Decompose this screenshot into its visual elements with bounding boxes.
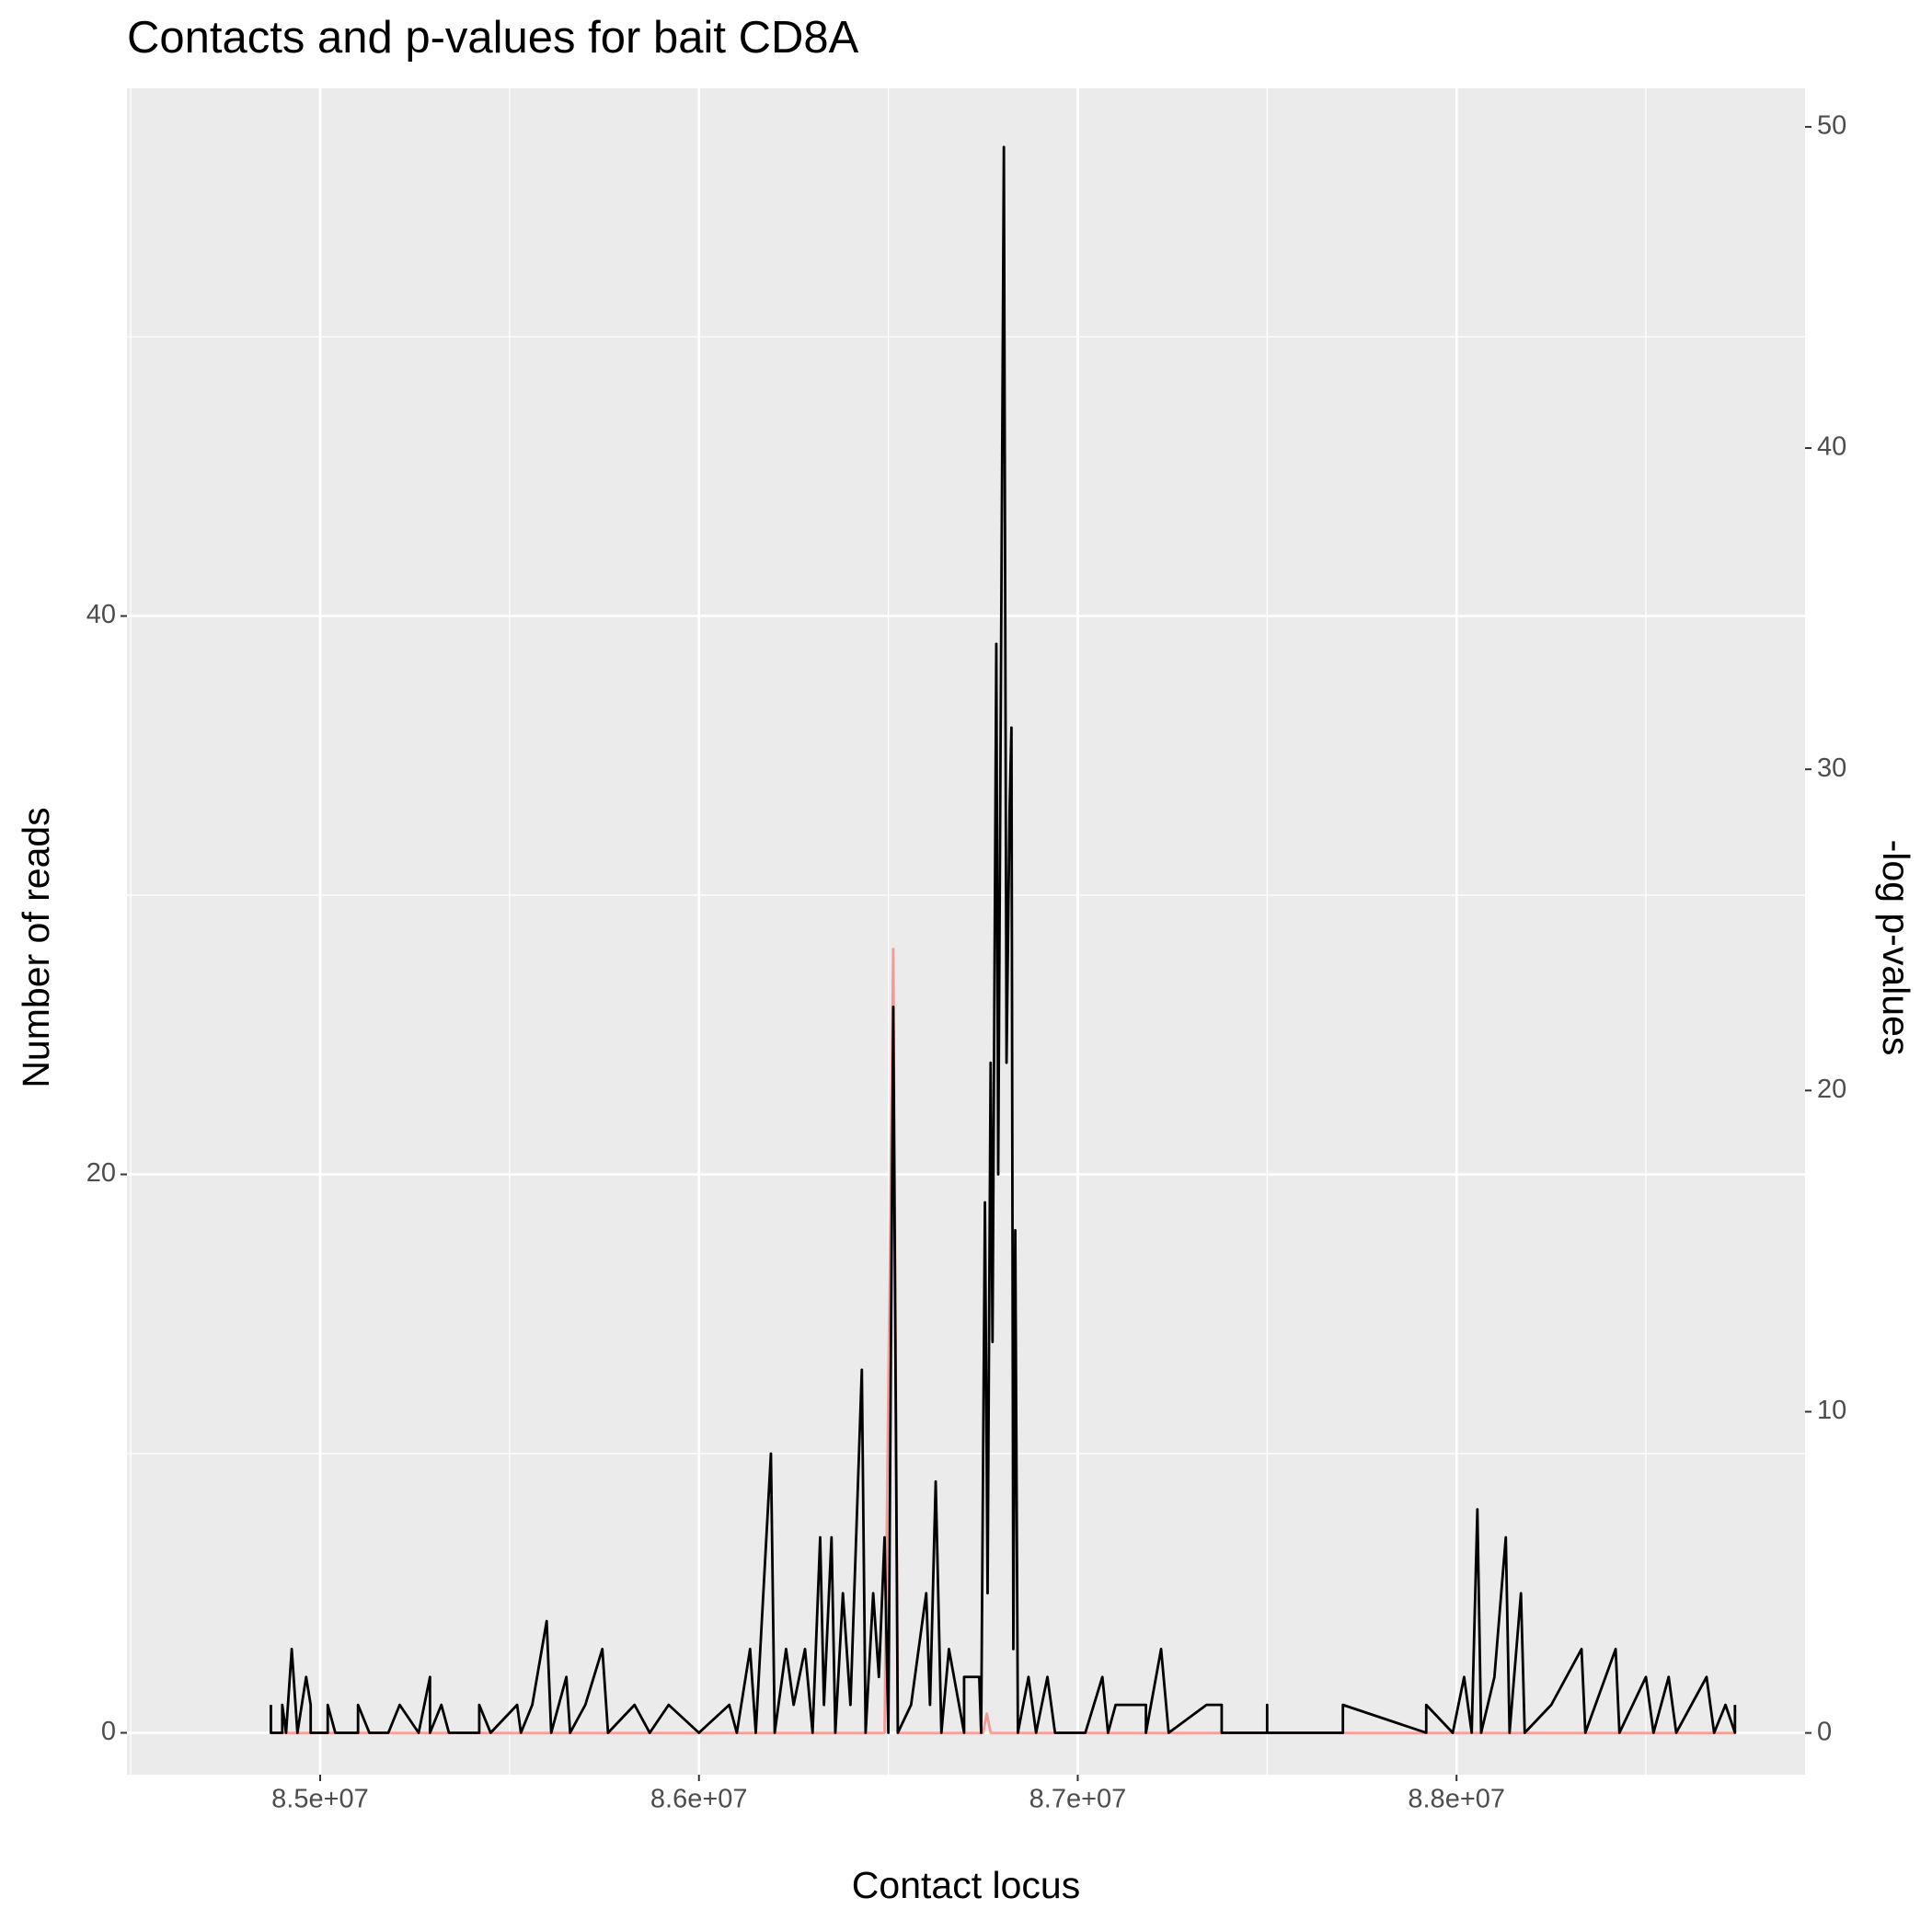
- y-tick-label: 20: [86, 1158, 116, 1188]
- x-axis-title: Contact locus: [852, 1864, 1080, 1906]
- y2-tick-label: 20: [1817, 1075, 1846, 1104]
- y-tick-label: 40: [86, 600, 116, 629]
- y2-tick-label: 50: [1817, 111, 1846, 141]
- x-tick-label: 8.7e+07: [1029, 1785, 1127, 1814]
- chart-title: Contacts and p-values for bait CD8A: [127, 13, 859, 63]
- y-axis-title: Number of reads: [15, 807, 57, 1087]
- x-tick-label: 8.5e+07: [271, 1785, 369, 1814]
- y2-tick-label: 0: [1817, 1717, 1832, 1746]
- y2-tick-label: 10: [1817, 1396, 1846, 1425]
- y2-tick-label: 30: [1817, 753, 1846, 783]
- x-tick-label: 8.8e+07: [1408, 1785, 1505, 1814]
- y-tick-label: 0: [101, 1717, 116, 1746]
- y2-axis-title: -log p-values: [1875, 840, 1917, 1056]
- x-tick-label: 8.6e+07: [650, 1785, 748, 1814]
- y2-tick-label: 40: [1817, 432, 1846, 462]
- series-line: [270, 145, 1737, 1734]
- panel: [127, 88, 1805, 1775]
